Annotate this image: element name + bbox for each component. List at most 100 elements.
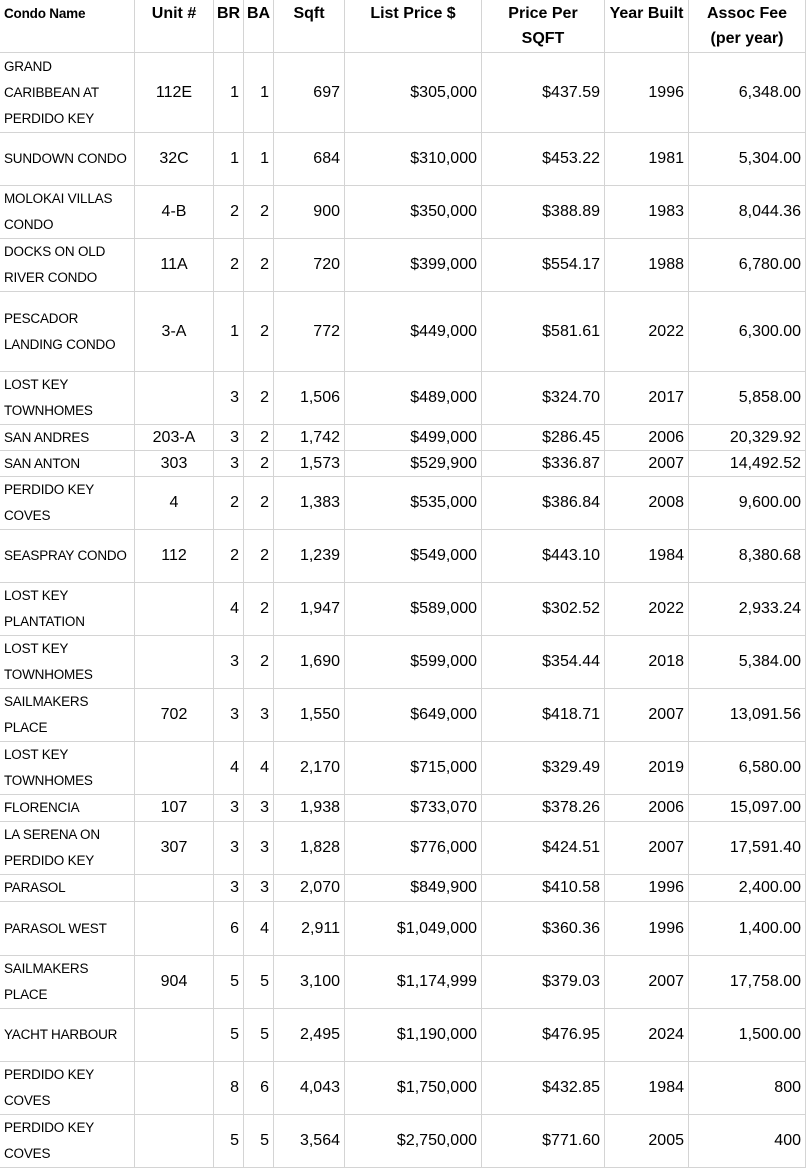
cell-text: 2 xyxy=(230,547,239,564)
cell-text: $310,000 xyxy=(410,150,477,167)
table-cell: 32C xyxy=(135,133,214,186)
cell-text: 1981 xyxy=(648,150,684,167)
cell-text: 2,070 xyxy=(299,879,340,896)
cell-text: 107 xyxy=(160,799,188,816)
table-cell: 1 xyxy=(214,133,244,186)
table-cell: 697 xyxy=(274,53,345,133)
cell-text: $476.95 xyxy=(542,1026,600,1043)
table-cell: PARASOL xyxy=(0,875,135,902)
cell-text: 14,492.52 xyxy=(729,454,801,472)
cell-text: 2019 xyxy=(648,759,684,776)
table-cell: 2007 xyxy=(605,822,689,875)
table-cell: $418.71 xyxy=(482,689,605,742)
table-cell: DOCKS ON OLD RIVER CONDO xyxy=(0,239,135,292)
cell-text: $1,750,000 xyxy=(396,1079,477,1096)
cell-text: PESCADOR LANDING CONDO xyxy=(4,310,116,352)
table-cell: $424.51 xyxy=(482,822,605,875)
table-cell: 4-B xyxy=(135,186,214,239)
table-cell: 1996 xyxy=(605,902,689,956)
table-cell: $432.85 xyxy=(482,1062,605,1115)
cell-text: 2 xyxy=(260,494,269,511)
table-cell: FLORENCIA xyxy=(0,795,135,822)
cell-text: 1988 xyxy=(648,256,684,273)
table-cell: $849,900 xyxy=(345,875,482,902)
cell-text: 6,348.00 xyxy=(738,83,801,101)
cell-text: 2006 xyxy=(648,799,684,816)
cell-text: 6 xyxy=(230,919,239,937)
table-cell: 307 xyxy=(135,822,214,875)
table-cell: $379.03 xyxy=(482,956,605,1009)
cell-text: 3,564 xyxy=(299,1132,340,1149)
table-cell: 8 xyxy=(214,1062,244,1115)
table-cell: 3 xyxy=(244,822,274,875)
table-cell: 4 xyxy=(214,583,244,636)
table-cell: 13,091.56 xyxy=(689,689,806,742)
cell-text: BR xyxy=(216,5,241,22)
table-cell: 1 xyxy=(244,133,274,186)
cell-text: 2,933.24 xyxy=(738,600,801,617)
cell-text: 2007 xyxy=(648,973,684,990)
table-cell: 2 xyxy=(244,451,274,477)
cell-text: $489,000 xyxy=(410,389,477,406)
table-cell: 2006 xyxy=(605,795,689,822)
cell-text: 2,400.00 xyxy=(738,879,801,896)
cell-text: 2017 xyxy=(648,389,684,406)
cell-text: 5 xyxy=(260,1026,269,1043)
table-cell: $476.95 xyxy=(482,1009,605,1062)
table-cell: LOST KEY PLANTATION xyxy=(0,583,135,636)
cell-text: PARASOL WEST xyxy=(4,920,107,936)
table-cell: 6,580.00 xyxy=(689,742,806,795)
table-cell: 400 xyxy=(689,1115,806,1168)
table-cell: 702 xyxy=(135,689,214,742)
cell-text: 400 xyxy=(774,1132,801,1149)
table-cell: 1,573 xyxy=(274,451,345,477)
table-cell: 2 xyxy=(244,530,274,583)
cell-text: $449,000 xyxy=(410,322,477,340)
cell-text: 5,384.00 xyxy=(738,653,801,670)
cell-text: 5 xyxy=(230,973,239,990)
table-cell: 3 xyxy=(214,425,244,451)
table-cell: 2008 xyxy=(605,477,689,530)
table-cell: 2,933.24 xyxy=(689,583,806,636)
table-cell: $329.49 xyxy=(482,742,605,795)
table-cell: $336.87 xyxy=(482,451,605,477)
cell-text: 6 xyxy=(260,1079,269,1096)
cell-text: 3 xyxy=(260,706,269,723)
table-cell: 684 xyxy=(274,133,345,186)
table-cell: $549,000 xyxy=(345,530,482,583)
cell-text: $399,000 xyxy=(410,256,477,273)
cell-text: 11A xyxy=(160,256,188,273)
table-cell: SAN ANDRES xyxy=(0,425,135,451)
table-cell: $489,000 xyxy=(345,372,482,425)
cell-text: 6,300.00 xyxy=(738,322,801,340)
table-cell: $499,000 xyxy=(345,425,482,451)
cell-text: Assoc Fee (per year) xyxy=(706,5,788,47)
table-cell: 1,506 xyxy=(274,372,345,425)
cell-text: 3 xyxy=(230,653,239,670)
table-cell: 2006 xyxy=(605,425,689,451)
table-cell: PERDIDO KEY COVES xyxy=(0,1062,135,1115)
cell-text: LOST KEY TOWNHOMES xyxy=(4,641,93,682)
cell-text: $776,000 xyxy=(410,839,477,856)
cell-text: $849,900 xyxy=(410,879,477,896)
table-cell: 1996 xyxy=(605,875,689,902)
table-cell: PESCADOR LANDING CONDO xyxy=(0,292,135,372)
cell-text: $386.84 xyxy=(542,494,600,511)
cell-text: 4 xyxy=(230,600,239,617)
table-cell: 1 xyxy=(214,292,244,372)
table-cell: 1 xyxy=(214,53,244,133)
table-cell: 3 xyxy=(244,689,274,742)
table-cell: SUNDOWN CONDO xyxy=(0,133,135,186)
cell-text: 17,591.40 xyxy=(729,839,801,856)
cell-text: SAILMAKERS PLACE xyxy=(4,694,89,735)
cell-text: 2 xyxy=(230,203,239,220)
cell-text: 1996 xyxy=(648,83,684,101)
table-cell: 5,858.00 xyxy=(689,372,806,425)
table-cell: 3 xyxy=(214,636,244,689)
table-cell: $443.10 xyxy=(482,530,605,583)
cell-text: $432.85 xyxy=(542,1079,600,1096)
cell-text: PARASOL xyxy=(4,880,66,895)
cell-text: 900 xyxy=(313,203,340,220)
cell-text: 20,329.92 xyxy=(729,428,801,446)
table-cell: 2007 xyxy=(605,451,689,477)
